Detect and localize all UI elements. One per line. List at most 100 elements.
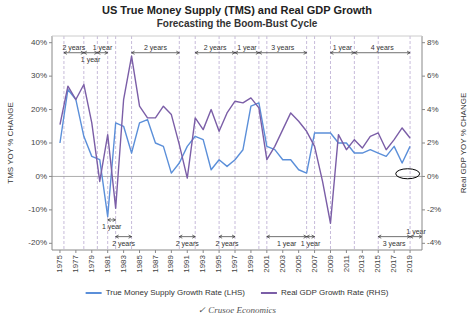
annotation-labels: 2 years 1 year 1 year 2 years 2 years 1 year 3… xyxy=(62,44,426,248)
annotation-arrow xyxy=(330,51,354,54)
annotation-arrow xyxy=(84,51,98,54)
title: US True Money Supply (TMS) and Real GDP … xyxy=(102,4,372,16)
x-tick-label: 1977 xyxy=(71,254,80,272)
y2-tick xyxy=(422,243,425,244)
x-tick-label: 2009 xyxy=(326,254,335,272)
x-tick xyxy=(282,250,283,253)
x-tick xyxy=(330,250,331,253)
annotation-label: 1 year xyxy=(277,240,297,248)
y-tick xyxy=(49,76,52,77)
reference-line xyxy=(306,36,307,250)
annotation-arrow xyxy=(64,51,84,54)
y-tick xyxy=(49,243,52,244)
annotation-label: 2 years xyxy=(144,44,167,52)
reference-line xyxy=(314,36,315,250)
annotation-label: 4 years xyxy=(371,44,394,52)
reference-line xyxy=(235,36,236,250)
watermark: ✓ Crusoe Economics xyxy=(198,305,276,315)
legend: True Money Supply Growth Rate (LHS) Real … xyxy=(86,288,389,297)
y2-tick-label: 8% xyxy=(427,38,439,47)
x-tick xyxy=(410,250,411,253)
x-tick xyxy=(203,250,204,253)
x-tick-label: 1979 xyxy=(87,254,96,272)
y-tick-label: -10% xyxy=(28,205,47,214)
x-tick xyxy=(266,250,267,253)
x-tick-label: 1999 xyxy=(246,254,255,272)
reference-line xyxy=(131,36,132,250)
x-tick-label: 1993 xyxy=(198,254,207,272)
reference-line xyxy=(410,36,411,250)
legend-swatch xyxy=(261,292,277,294)
y2-tick xyxy=(422,42,425,43)
x-tick xyxy=(171,250,172,253)
annotation-label: 3 years xyxy=(271,44,294,52)
x-tick-label: 1995 xyxy=(214,254,223,272)
annotation-arrow xyxy=(97,51,107,54)
y2-tick-label: -2% xyxy=(427,205,441,214)
annotation-arrow xyxy=(219,235,235,238)
x-tick xyxy=(155,250,156,253)
reference-line xyxy=(115,36,116,250)
y2-tick-label: 0% xyxy=(427,172,439,181)
annotation-arrow xyxy=(354,51,410,54)
x-tick-label: 2005 xyxy=(294,254,303,272)
annotation-label: 3 years xyxy=(383,240,406,248)
x-tick xyxy=(394,250,395,253)
x-tick-label: 2019 xyxy=(405,254,414,272)
x-tick xyxy=(362,250,363,253)
chart: US True Money Supply (TMS) and Real GDP … xyxy=(0,0,474,320)
x-tick-label: 1985 xyxy=(135,254,144,272)
y2-axis-label: Real GDP YOY % CHANGE xyxy=(459,93,468,193)
x-tick-label: 1987 xyxy=(151,254,160,272)
annotation-arrow xyxy=(307,235,315,238)
x-tick xyxy=(123,250,124,253)
x-tick xyxy=(346,250,347,253)
annotation-label: 1 year xyxy=(301,240,321,248)
y2-tick-label: -4% xyxy=(427,238,441,247)
legend-swatch xyxy=(86,292,102,294)
frame-top xyxy=(52,36,422,37)
annotation-arrow xyxy=(195,51,235,54)
y-tick xyxy=(49,209,52,210)
x-tick xyxy=(298,250,299,253)
x-tick xyxy=(235,250,236,253)
annotation-label: 2 years xyxy=(216,240,239,248)
x-tick-label: 2007 xyxy=(310,254,319,272)
x-tick xyxy=(378,250,379,253)
annotation-label: 1 year xyxy=(333,44,353,52)
annotation-arrow xyxy=(108,218,116,221)
x-tick-label: 1997 xyxy=(230,254,239,272)
annotation-label: 1 year xyxy=(93,44,113,52)
annotation-arrow xyxy=(410,235,422,238)
highlight-circle xyxy=(396,169,420,179)
y-axis-label: TMS YOY % CHANGE xyxy=(6,102,15,184)
y2-tick xyxy=(422,109,425,110)
y2-tick xyxy=(422,176,425,177)
annotation-label: 2 years xyxy=(204,44,227,52)
x-tick-label: 2015 xyxy=(373,254,382,272)
y-tick xyxy=(49,42,52,43)
annotation-label: 2 years xyxy=(62,44,85,52)
y2-tick xyxy=(422,76,425,77)
y-tick xyxy=(49,143,52,144)
x-tick xyxy=(219,250,220,253)
x-tick xyxy=(250,250,251,253)
x-tick-label: 2003 xyxy=(278,254,287,272)
y2-tick xyxy=(422,143,425,144)
x-tick-label: 2013 xyxy=(357,254,366,272)
x-tick-label: 1991 xyxy=(182,254,191,272)
annotation-label: 1 year xyxy=(81,56,101,64)
reference-line xyxy=(97,36,98,250)
annotation-arrow xyxy=(235,51,259,54)
x-tick-label: 1975 xyxy=(55,254,64,272)
annotation-arrow xyxy=(259,51,307,54)
x-tick-label: 2001 xyxy=(262,254,271,272)
x-tick xyxy=(75,250,76,253)
series-line xyxy=(60,56,410,223)
y-tick-label: 10% xyxy=(31,138,47,147)
reference-line xyxy=(258,36,259,250)
annotation-label: 2 years xyxy=(112,240,135,248)
legend-item: Real GDP Growth Rate (RHS) xyxy=(261,288,389,297)
y2-tick-label: 6% xyxy=(427,71,439,80)
legend-item: True Money Supply Growth Rate (LHS) xyxy=(86,288,246,297)
